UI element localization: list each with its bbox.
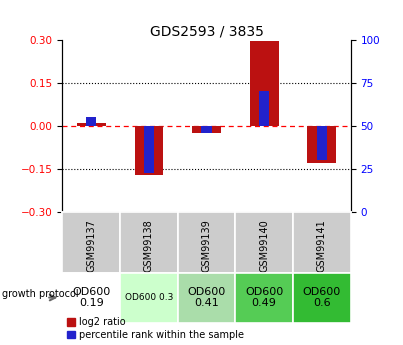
- Text: growth protocol: growth protocol: [2, 289, 79, 299]
- Text: GSM99137: GSM99137: [86, 219, 96, 272]
- Text: GSM99141: GSM99141: [317, 219, 327, 272]
- Text: GSM99140: GSM99140: [259, 219, 269, 272]
- Text: OD600
0.41: OD600 0.41: [187, 287, 226, 308]
- Bar: [77, 123, 106, 126]
- Text: OD600
0.49: OD600 0.49: [245, 287, 283, 308]
- Bar: [135, 126, 163, 175]
- Legend: log2 ratio, percentile rank within the sample: log2 ratio, percentile rank within the s…: [67, 317, 244, 340]
- Bar: [259, 91, 269, 126]
- Bar: [144, 126, 154, 172]
- Bar: [86, 117, 96, 126]
- Text: GSM99138: GSM99138: [144, 219, 154, 272]
- Bar: [250, 41, 278, 126]
- Title: GDS2593 / 3835: GDS2593 / 3835: [150, 24, 264, 39]
- Bar: [307, 126, 336, 163]
- Text: GSM99139: GSM99139: [202, 219, 212, 272]
- Text: OD600
0.19: OD600 0.19: [72, 287, 110, 308]
- Text: OD600
0.6: OD600 0.6: [303, 287, 341, 308]
- Bar: [317, 126, 327, 160]
- Text: OD600 0.3: OD600 0.3: [125, 293, 173, 302]
- Bar: [192, 126, 221, 133]
- Bar: [202, 126, 212, 133]
